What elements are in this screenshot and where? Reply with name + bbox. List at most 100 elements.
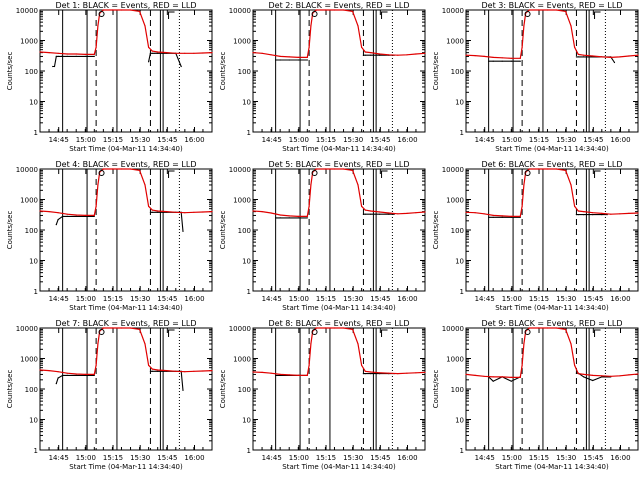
data-point-events [577,214,579,216]
data-point-events [492,60,494,62]
y-axis-label: Counts/sec [432,52,440,91]
data-point-lld [565,10,567,12]
data-point-lld [306,56,308,59]
data-point-events [364,373,366,375]
data-point-lld [93,53,95,56]
data-point-lld [288,56,290,58]
data-point-lld [342,327,345,329]
corner-marker-icon [381,170,388,178]
data-point-lld [261,52,263,54]
panel-title: Det 9: BLACK = Events, RED = LLD [482,319,623,328]
data-point-lld [193,211,195,213]
data-point-lld [324,168,326,170]
data-point-lld [577,53,579,56]
x-tick-label: 15:45 [157,295,177,303]
saturation-marker-icon [98,170,105,176]
y-tick-label: 1 [460,129,464,137]
y-tick-label: 10 [242,99,251,107]
x-tick-label: 15:00 [76,136,96,144]
y-tick-label: 10 [29,417,38,425]
data-point-lld [120,9,123,11]
data-point-lld [570,184,572,186]
data-point-lld [501,215,503,217]
data-point-events [182,389,184,391]
x-tick-label: 15:00 [76,295,96,303]
y-tick-label: 100 [451,227,464,235]
data-point-events [362,213,364,215]
data-point-lld [521,46,523,48]
data-point-lld [97,343,99,345]
data-point-events [288,217,290,219]
x-tick-label: 16:00 [610,454,630,462]
panel-5: Det 5: BLACK = Events, RED = LLD 1 10 100 10… [219,160,426,312]
y-tick-label: 10000 [229,7,251,15]
y-tick-label: 10 [455,258,464,266]
data-point-events [583,376,585,378]
data-point-lld [574,46,576,48]
data-point-lld [601,375,603,377]
data-point-lld [39,369,41,371]
data-point-lld [361,364,363,366]
data-point-lld [406,212,408,214]
data-point-events [575,214,578,216]
data-point-lld [315,9,317,11]
data-point-events [364,54,366,56]
y-tick-label: 10 [455,99,464,107]
data-point-lld [306,374,308,376]
data-point-lld [555,9,558,11]
x-tick-label: 15:45 [583,136,603,144]
x-tick-label: 15:30 [343,454,363,462]
series-line-lld [252,168,426,217]
plot-frame [252,168,426,292]
saturation-marker-icon [311,11,318,17]
data-point-lld [370,52,372,54]
data-point-events [501,60,503,62]
series-line-lld [39,168,213,216]
data-point-lld [144,343,146,345]
data-point-events [601,376,603,378]
data-point-lld [48,52,50,54]
data-point-events [583,214,585,216]
data-point-events [577,56,579,58]
data-point-lld [261,371,263,373]
data-point-lld [310,25,312,27]
data-point-events [492,216,494,218]
data-point-lld [519,57,521,59]
data-point-lld [120,168,123,170]
series-line-lld [252,9,426,58]
y-axis-label: Counts/sec [6,211,14,250]
x-tick-label: 14:45 [49,454,69,462]
data-point-events [75,374,77,376]
data-point-lld [111,327,113,329]
data-point-lld [519,215,521,217]
data-point-lld [637,54,639,56]
data-point-lld [144,184,146,186]
data-point-lld [48,211,50,213]
y-tick-label: 100 [238,386,251,394]
x-axis-label: Start Time (04-Mar-11 14:34:40) [282,145,396,153]
data-point-events [61,55,63,58]
y-tick-label: 1000 [446,38,464,46]
saturation-marker-icon [524,11,531,17]
plot-frame [39,327,213,451]
series-line-lld [39,327,213,375]
data-point-lld [528,9,531,11]
data-point-lld [628,212,630,214]
y-tick-label: 10000 [442,166,464,174]
data-point-lld [510,215,512,217]
corner-marker-icon [594,170,601,178]
x-axis-label: Start Time (04-Mar-11 14:34:40) [495,145,609,153]
data-point-lld [202,52,204,54]
data-point-lld [637,373,639,375]
y-tick-label: 10 [455,417,464,425]
data-point-events [379,213,381,215]
data-point-events [601,214,603,216]
y-axis-label: Counts/sec [432,211,440,250]
saturation-marker-icon [524,329,531,335]
data-point-lld [120,327,123,329]
data-point-lld [102,9,104,11]
data-point-lld [601,56,603,58]
x-tick-label: 15:00 [502,136,522,144]
data-point-lld [555,327,558,329]
data-point-lld [211,52,213,54]
